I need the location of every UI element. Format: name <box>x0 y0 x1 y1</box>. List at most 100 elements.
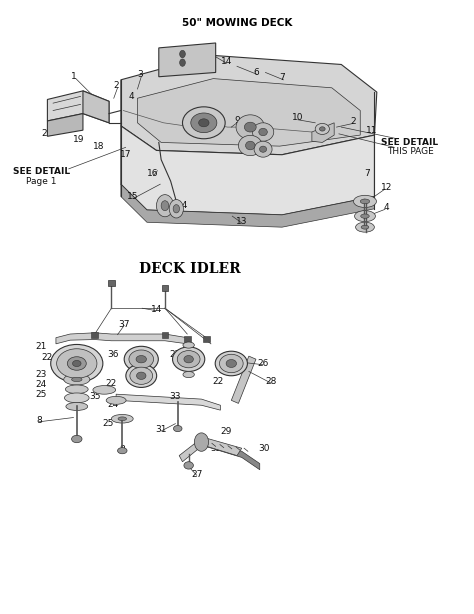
Ellipse shape <box>66 403 88 410</box>
Text: 10: 10 <box>292 114 303 122</box>
Ellipse shape <box>129 350 154 368</box>
Text: THIS PAGE: THIS PAGE <box>387 147 433 156</box>
FancyBboxPatch shape <box>184 336 191 342</box>
Text: 14: 14 <box>177 201 188 210</box>
Ellipse shape <box>65 385 88 394</box>
Text: 37: 37 <box>118 320 130 328</box>
Text: 22: 22 <box>106 379 117 388</box>
Ellipse shape <box>356 222 374 232</box>
Text: 6: 6 <box>253 68 259 77</box>
Ellipse shape <box>51 344 103 383</box>
Ellipse shape <box>236 115 264 139</box>
Text: 3: 3 <box>137 71 143 79</box>
Text: 30: 30 <box>259 444 270 453</box>
Text: 25: 25 <box>36 390 47 398</box>
Text: 36: 36 <box>107 351 118 359</box>
Text: SEE DETAIL: SEE DETAIL <box>382 138 438 147</box>
Polygon shape <box>116 394 220 410</box>
Ellipse shape <box>64 393 89 403</box>
Text: 35: 35 <box>89 392 100 401</box>
Polygon shape <box>56 333 187 344</box>
Circle shape <box>194 433 209 451</box>
Ellipse shape <box>111 414 133 423</box>
Circle shape <box>169 200 183 218</box>
Ellipse shape <box>130 367 153 384</box>
Ellipse shape <box>118 417 127 421</box>
Text: Page 1: Page 1 <box>27 177 57 185</box>
Text: 33: 33 <box>170 392 181 401</box>
Text: 17: 17 <box>120 150 131 159</box>
Ellipse shape <box>238 135 262 155</box>
Text: 22: 22 <box>42 353 53 362</box>
Polygon shape <box>83 91 109 123</box>
Text: 1: 1 <box>71 72 76 81</box>
Ellipse shape <box>136 356 146 363</box>
Ellipse shape <box>259 128 267 136</box>
Text: SEE DETAIL: SEE DETAIL <box>13 168 70 176</box>
Text: 25: 25 <box>102 419 114 428</box>
Ellipse shape <box>246 141 255 150</box>
Text: DECK IDLER: DECK IDLER <box>139 262 240 276</box>
Polygon shape <box>137 79 360 146</box>
Polygon shape <box>159 43 216 77</box>
Polygon shape <box>121 126 374 215</box>
Text: 23: 23 <box>36 370 47 379</box>
Circle shape <box>156 195 173 217</box>
Ellipse shape <box>177 351 200 368</box>
Text: 21: 21 <box>36 342 47 351</box>
FancyBboxPatch shape <box>162 285 168 291</box>
Ellipse shape <box>219 354 243 373</box>
Text: 9: 9 <box>234 117 240 125</box>
FancyBboxPatch shape <box>108 280 115 286</box>
Text: 22: 22 <box>212 378 224 386</box>
Text: 4: 4 <box>186 461 191 470</box>
Ellipse shape <box>315 123 329 134</box>
Ellipse shape <box>67 357 86 370</box>
Ellipse shape <box>137 372 146 379</box>
Text: 16: 16 <box>147 169 158 178</box>
Polygon shape <box>121 55 377 155</box>
Text: 14: 14 <box>221 57 232 66</box>
Ellipse shape <box>319 126 325 131</box>
Text: 20: 20 <box>42 129 53 138</box>
Circle shape <box>161 201 169 211</box>
Ellipse shape <box>355 211 375 222</box>
Ellipse shape <box>361 225 369 229</box>
Ellipse shape <box>199 119 209 126</box>
Text: 18: 18 <box>93 142 104 150</box>
Ellipse shape <box>215 351 247 376</box>
Ellipse shape <box>124 346 158 372</box>
Circle shape <box>180 59 185 66</box>
Text: 15: 15 <box>127 192 138 201</box>
Text: 28: 28 <box>265 378 277 386</box>
Ellipse shape <box>118 448 127 454</box>
Ellipse shape <box>73 360 81 367</box>
Ellipse shape <box>93 386 116 394</box>
Text: 8: 8 <box>119 445 125 454</box>
Text: 24: 24 <box>36 380 47 389</box>
Text: 4: 4 <box>129 92 135 101</box>
Polygon shape <box>201 439 260 470</box>
Text: 22: 22 <box>170 351 181 359</box>
Ellipse shape <box>72 377 82 381</box>
Text: 19: 19 <box>73 135 84 144</box>
Ellipse shape <box>183 371 194 378</box>
Text: 7: 7 <box>365 169 370 177</box>
Text: 2: 2 <box>113 82 119 90</box>
Ellipse shape <box>56 349 97 378</box>
Ellipse shape <box>173 426 182 432</box>
Ellipse shape <box>183 342 194 348</box>
Text: 34: 34 <box>134 351 146 359</box>
Text: 14: 14 <box>151 305 162 314</box>
Ellipse shape <box>173 347 205 371</box>
Text: 32: 32 <box>210 444 222 453</box>
Text: 7: 7 <box>279 74 285 82</box>
FancyBboxPatch shape <box>162 332 168 338</box>
Text: 24: 24 <box>107 400 118 408</box>
Text: 8: 8 <box>210 111 216 119</box>
Ellipse shape <box>126 364 156 387</box>
Text: 4: 4 <box>383 203 389 212</box>
Ellipse shape <box>184 356 193 363</box>
Text: 13: 13 <box>236 217 247 225</box>
Text: 2: 2 <box>350 117 356 126</box>
